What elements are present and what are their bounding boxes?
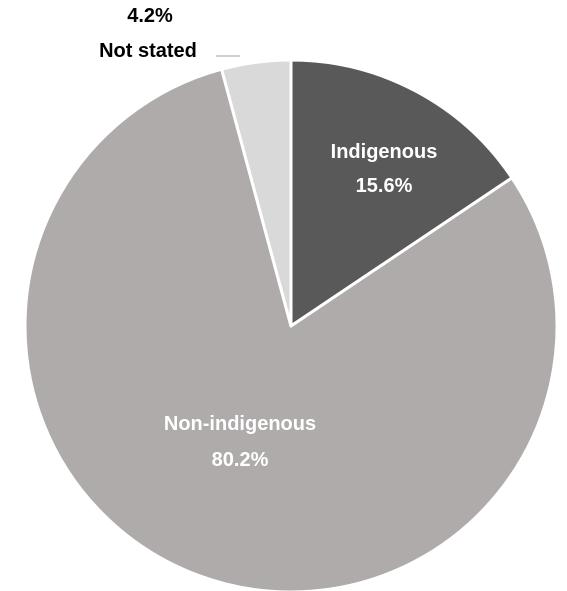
indigenous-slice <box>289 58 514 328</box>
pie-slices <box>23 58 559 591</box>
indigenous-value-label: 15.6% <box>356 175 413 197</box>
non-indigenous-slice <box>23 67 559 591</box>
not-stated-value-label: 4.2% <box>127 5 173 27</box>
non-indigenous-value-label: 80.2% <box>212 449 269 471</box>
indigenous-label: Indigenous <box>331 141 438 163</box>
not-stated-slice <box>220 58 293 328</box>
non-indigenous-label: Non-indigenous <box>164 413 316 435</box>
not-stated-label: Not stated <box>99 40 197 62</box>
